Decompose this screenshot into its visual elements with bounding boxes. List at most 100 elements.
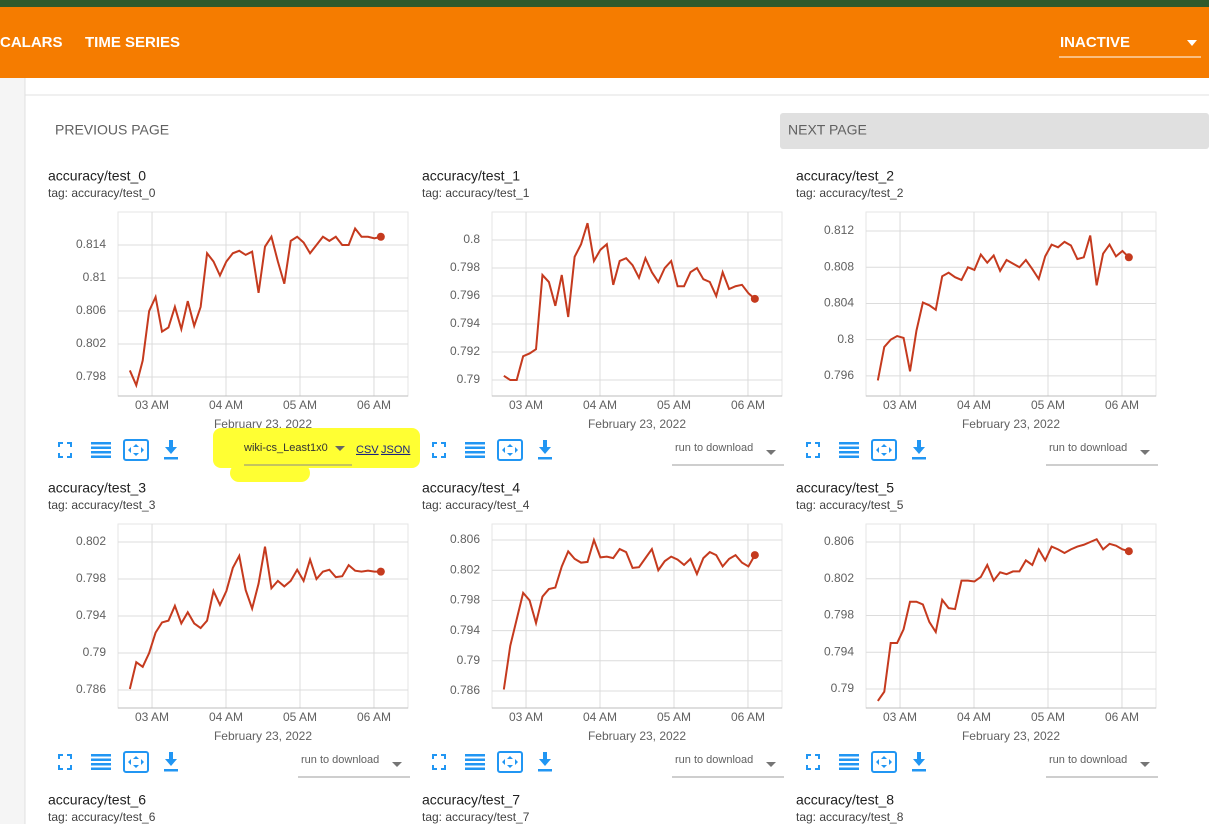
- fullscreen-icon[interactable]: [58, 442, 72, 458]
- run-select[interactable]: run to download: [675, 442, 753, 454]
- log-scale-icon[interactable]: [839, 754, 859, 757]
- x-tick-label: 04 AM: [583, 398, 617, 412]
- log-scale-icon[interactable]: [839, 758, 859, 762]
- log-scale-icon[interactable]: [91, 763, 111, 766]
- log-scale-icon[interactable]: [839, 455, 859, 459]
- fit-icon[interactable]: [871, 751, 897, 773]
- log-scale-icon[interactable]: [91, 451, 111, 454]
- y-tick-label: 0.802: [450, 562, 480, 576]
- y-tick-label: 0.806: [824, 534, 854, 548]
- log-scale-icon[interactable]: [839, 446, 859, 450]
- y-tick-label: 0.794: [824, 644, 854, 658]
- fullscreen-icon[interactable]: [432, 754, 446, 770]
- run-filter[interactable]: INACTIVE: [1060, 34, 1130, 51]
- fit-icon-inner[interactable]: [876, 756, 892, 768]
- card-title: accuracy/test_5: [796, 480, 894, 496]
- x-tick-label: 06 AM: [357, 710, 391, 724]
- fit-icon-inner[interactable]: [128, 756, 144, 768]
- last-point: [376, 232, 385, 241]
- fullscreen-icon[interactable]: [58, 754, 72, 770]
- y-tick-label: 0.792: [450, 344, 480, 358]
- y-tick-label: 0.79: [457, 653, 481, 667]
- fullscreen-icon[interactable]: [432, 442, 446, 458]
- tab[interactable]: TIME SERIES: [85, 34, 180, 51]
- series-line: [876, 235, 1130, 381]
- log-scale-icon[interactable]: [91, 455, 111, 459]
- log-scale-icon[interactable]: [465, 451, 485, 454]
- fit-icon-inner[interactable]: [502, 444, 518, 456]
- log-scale-icon[interactable]: [91, 442, 111, 445]
- fit-icon[interactable]: [123, 439, 149, 461]
- card-title: accuracy/test_0: [48, 168, 146, 184]
- fit-icon[interactable]: [871, 439, 897, 461]
- log-scale-icon[interactable]: [91, 754, 111, 757]
- download-icon[interactable]: [164, 752, 178, 772]
- log-scale-icon[interactable]: [465, 763, 485, 766]
- last-point: [750, 551, 759, 560]
- highlight: [213, 428, 420, 468]
- log-scale-icon[interactable]: [465, 442, 485, 445]
- download-icon[interactable]: [912, 752, 926, 772]
- log-scale-icon[interactable]: [465, 446, 485, 450]
- download-icon[interactable]: [538, 752, 552, 772]
- fit-icon[interactable]: [497, 751, 523, 773]
- y-tick-label: 0.814: [76, 237, 106, 251]
- x-axis-label: February 23, 2022: [588, 417, 686, 431]
- y-tick-label: 0.798: [824, 608, 854, 622]
- fit-icon[interactable]: [123, 751, 149, 773]
- card-title: accuracy/test_8: [796, 792, 894, 808]
- series-line: [503, 222, 756, 382]
- y-tick-label: 0.79: [457, 372, 481, 386]
- log-scale-icon[interactable]: [91, 446, 111, 450]
- y-tick-label: 0.81: [83, 270, 107, 284]
- y-tick-label: 0.802: [76, 336, 106, 350]
- log-scale-icon[interactable]: [839, 763, 859, 766]
- y-tick-label: 0.806: [76, 303, 106, 317]
- card-title: accuracy/test_1: [422, 168, 520, 184]
- tab[interactable]: CALARS: [0, 34, 63, 51]
- log-scale-icon[interactable]: [465, 767, 485, 771]
- run-select[interactable]: run to download: [301, 754, 379, 766]
- last-point: [750, 294, 759, 303]
- card-tag: tag: accuracy/test_3: [48, 498, 156, 512]
- log-scale-icon[interactable]: [465, 754, 485, 757]
- log-scale-icon[interactable]: [465, 758, 485, 762]
- fit-icon-inner[interactable]: [502, 756, 518, 768]
- log-scale-icon[interactable]: [465, 455, 485, 459]
- log-scale-icon[interactable]: [91, 767, 111, 771]
- x-axis-label: February 23, 2022: [214, 729, 312, 743]
- run-select[interactable]: wiki-cs_Least1x0: [243, 442, 328, 454]
- x-tick-label: 03 AM: [135, 710, 169, 724]
- export-link[interactable]: CSV: [356, 444, 379, 456]
- card-tag: tag: accuracy/test_4: [422, 498, 530, 512]
- log-scale-icon[interactable]: [839, 451, 859, 454]
- y-tick-label: 0.802: [76, 534, 106, 548]
- card-title: accuracy/test_4: [422, 480, 520, 496]
- download-icon[interactable]: [912, 440, 926, 460]
- download-icon[interactable]: [538, 440, 552, 460]
- fit-icon-inner[interactable]: [128, 444, 144, 456]
- fullscreen-icon[interactable]: [806, 442, 820, 458]
- run-select[interactable]: run to download: [1049, 442, 1127, 454]
- next-page[interactable]: NEXT PAGE: [788, 122, 867, 138]
- download-icon[interactable]: [164, 440, 178, 460]
- y-tick-label: 0.794: [450, 623, 480, 637]
- fullscreen-icon[interactable]: [806, 754, 820, 770]
- x-tick-label: 06 AM: [1105, 398, 1139, 412]
- log-scale-icon[interactable]: [91, 758, 111, 762]
- fit-icon[interactable]: [497, 439, 523, 461]
- export-link[interactable]: JSON: [381, 444, 410, 456]
- log-scale-icon[interactable]: [839, 767, 859, 771]
- y-tick-label: 0.798: [450, 260, 480, 274]
- x-axis-label: February 23, 2022: [214, 417, 312, 431]
- next-page-button[interactable]: [780, 113, 1209, 149]
- fit-icon-inner[interactable]: [876, 444, 892, 456]
- card-tag: tag: accuracy/test_8: [796, 810, 904, 824]
- x-tick-label: 06 AM: [731, 398, 765, 412]
- previous-page[interactable]: PREVIOUS PAGE: [55, 122, 169, 138]
- dropdown-arrow: [1140, 450, 1150, 455]
- run-select[interactable]: run to download: [675, 754, 753, 766]
- run-select[interactable]: run to download: [1049, 754, 1127, 766]
- log-scale-icon[interactable]: [839, 442, 859, 445]
